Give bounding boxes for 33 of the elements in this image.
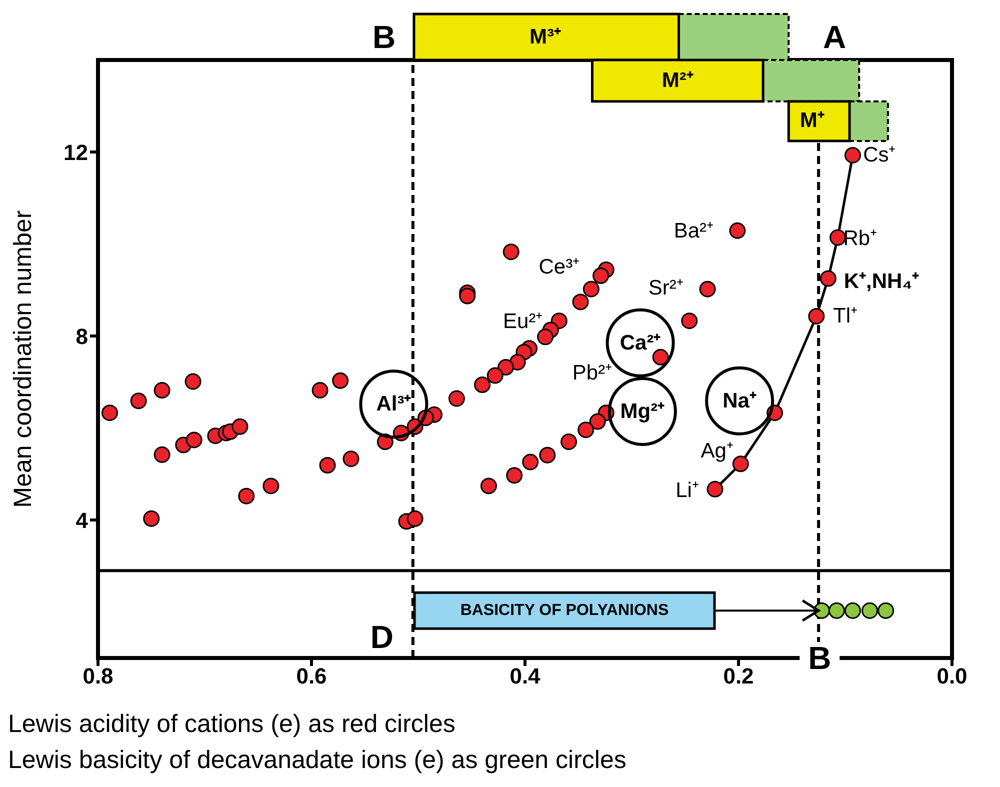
x-tick-label: 0.2 bbox=[723, 664, 754, 689]
annotation: Cs⁺ bbox=[863, 144, 896, 167]
annotation: Rb⁺ bbox=[843, 226, 878, 250]
annotation: Tl⁺ bbox=[833, 304, 858, 328]
y-tick-label: 4 bbox=[76, 508, 89, 533]
annotation: BASICITY OF POLYANIONS bbox=[460, 602, 669, 620]
text: B bbox=[372, 19, 396, 55]
annotation: Sr²⁺ bbox=[648, 276, 684, 300]
annotation: Pb²⁺ bbox=[572, 361, 612, 384]
x-axis-title: Lewis acidity of cations (e) as red circles Lewis basicity of decavanadate ions (e) as green circles bbox=[8, 709, 628, 776]
annotation: B bbox=[808, 640, 832, 676]
annotation: Al³⁺ bbox=[376, 392, 412, 416]
annotation: Mg²⁺ bbox=[620, 400, 665, 423]
annotation: Ag⁺ bbox=[700, 440, 734, 462]
y-axis-title: Mean coordination number bbox=[8, 210, 37, 508]
x-tick-label: 0.6 bbox=[296, 664, 327, 689]
text: M³⁺ bbox=[530, 26, 562, 48]
annotation: Ce³⁺ bbox=[538, 256, 580, 278]
x-tick-label: 0.8 bbox=[82, 664, 114, 689]
annotation: M²⁺ bbox=[662, 69, 694, 92]
annotation: Li⁺ bbox=[676, 479, 699, 502]
y-tick-label: 12 bbox=[64, 140, 88, 165]
y-tick-label: 8 bbox=[76, 324, 88, 349]
annotation: D bbox=[370, 618, 394, 655]
annotation: Eu²⁺ bbox=[503, 310, 543, 334]
annotation: Ca²⁺ bbox=[620, 331, 661, 354]
x-tick-label: 0.0 bbox=[936, 664, 968, 689]
annotation: Na⁺ bbox=[722, 389, 756, 412]
text: A bbox=[823, 19, 846, 55]
annotation: Ba²⁺ bbox=[674, 220, 714, 243]
x-tick-label: 0.4 bbox=[510, 664, 542, 689]
annotation: K⁺,NH₄⁺ bbox=[844, 270, 920, 293]
annotation: M⁺ bbox=[800, 109, 824, 132]
